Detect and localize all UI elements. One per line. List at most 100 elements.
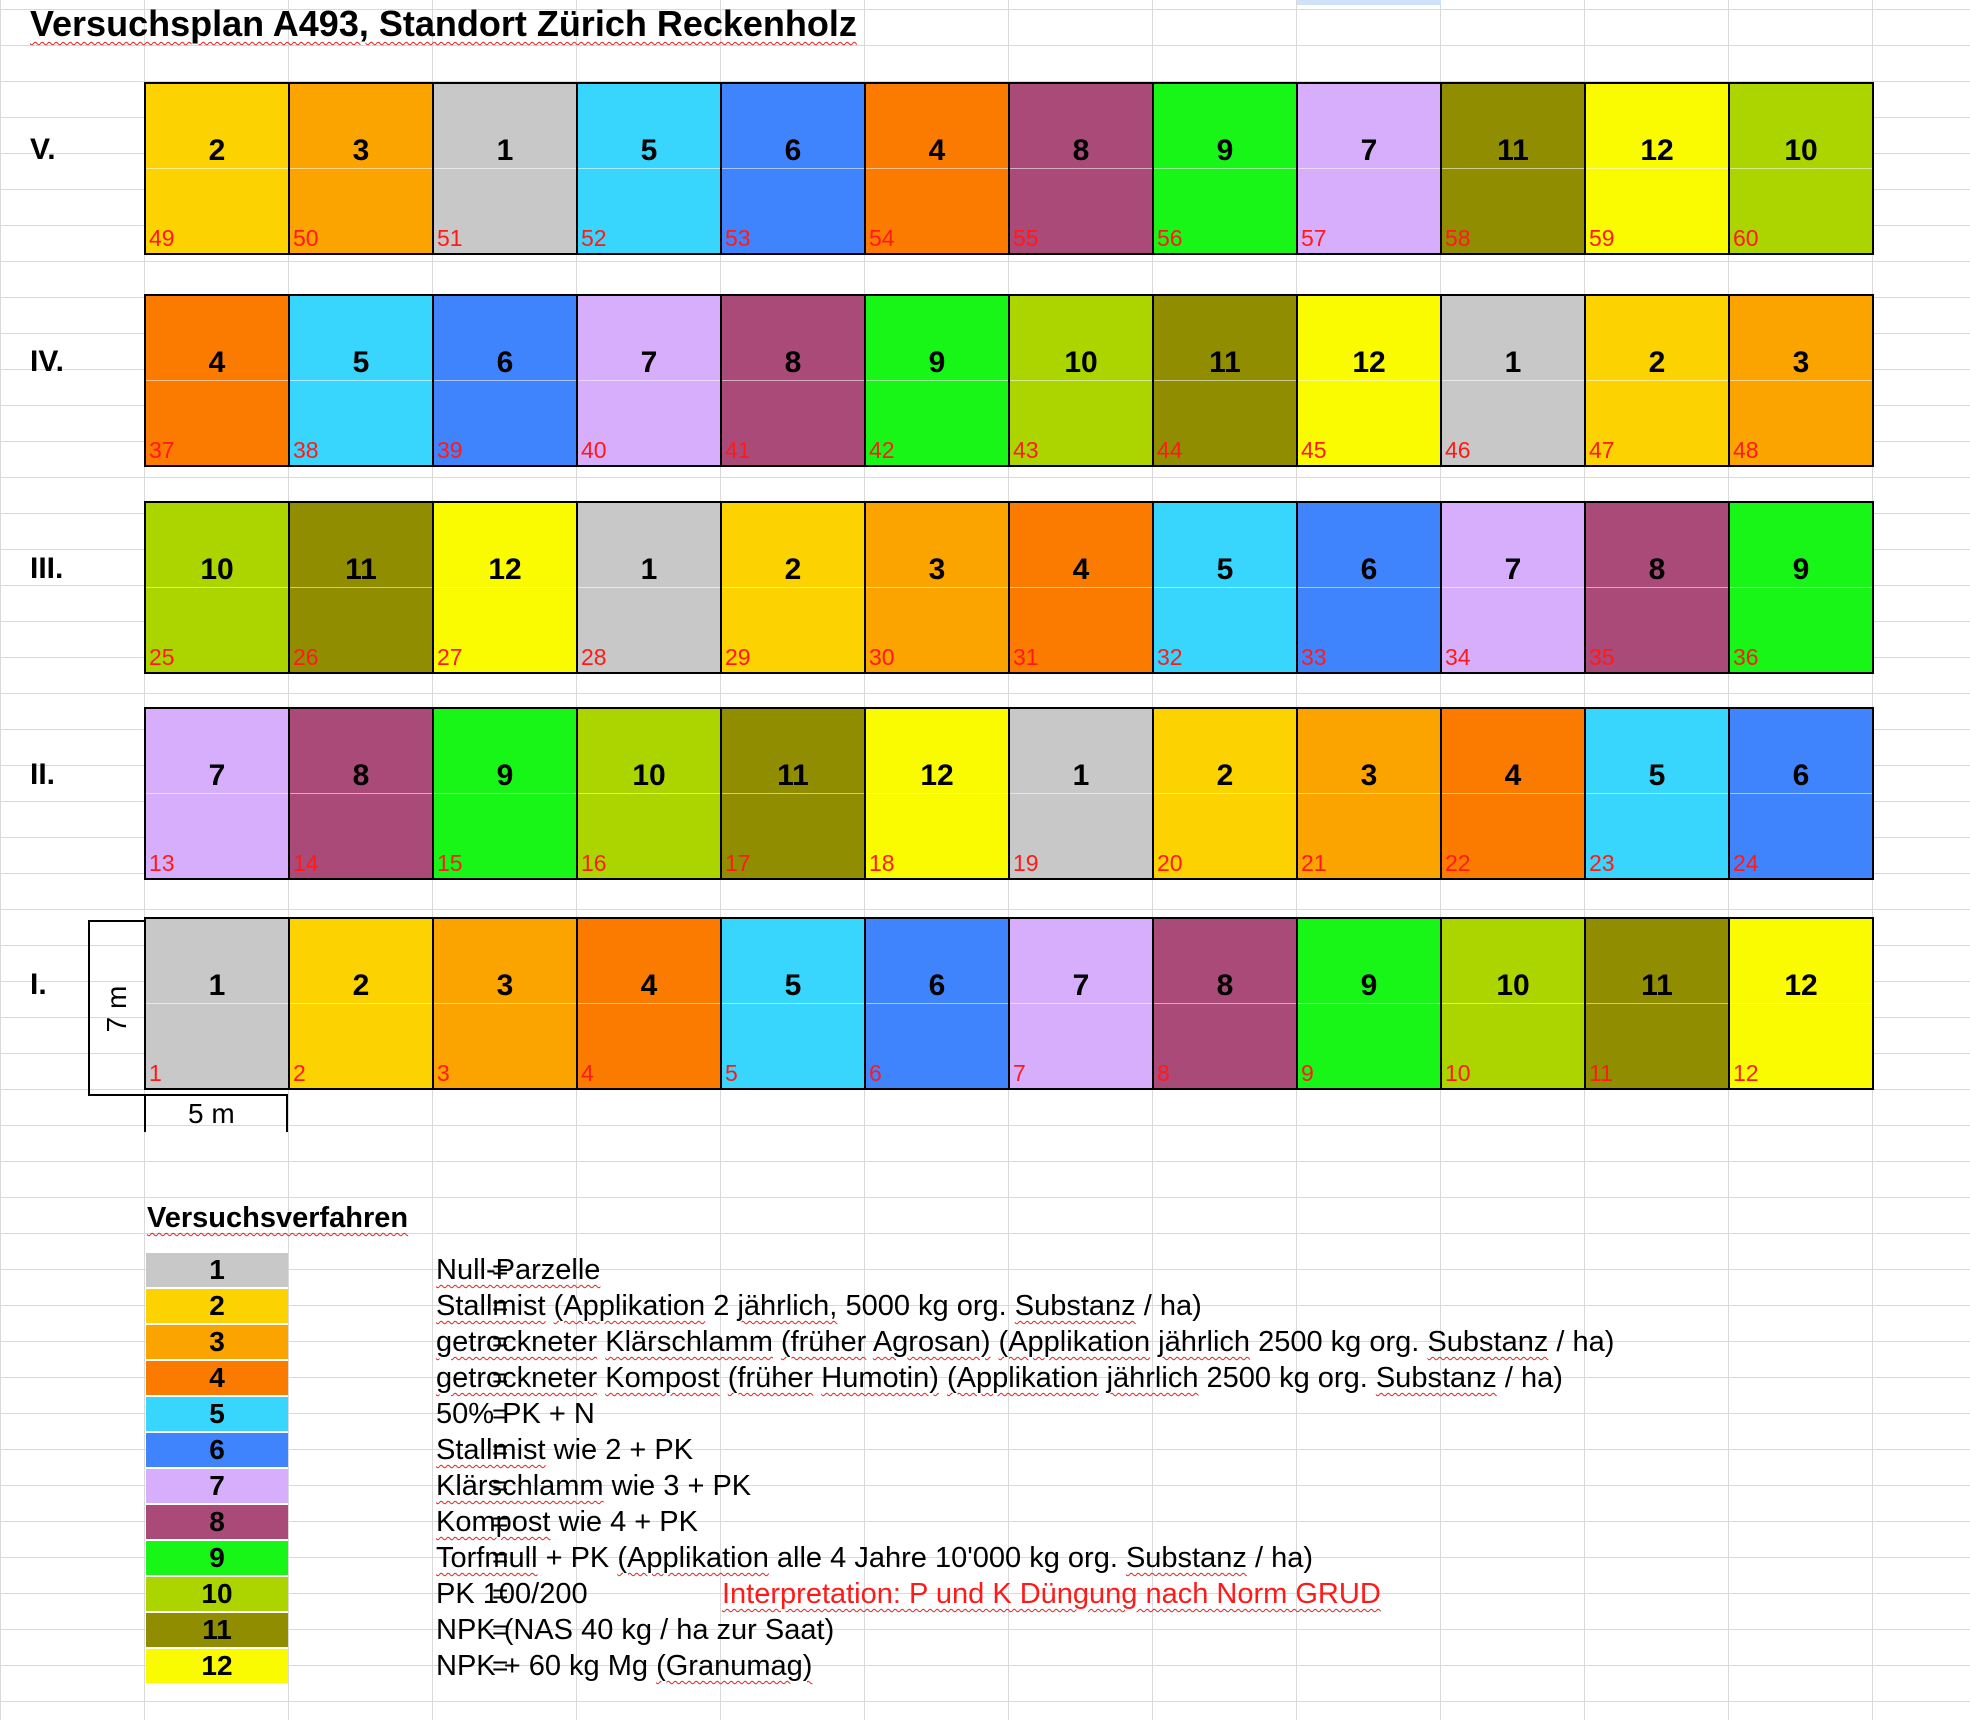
plot-cell[interactable]: 12 18 (866, 709, 1010, 878)
plot-cell[interactable]: 1 19 (1010, 709, 1154, 878)
legend-swatch[interactable]: 5 (146, 1397, 288, 1431)
plot-cell[interactable]: 9 56 (1154, 84, 1298, 253)
plot-number: 34 (1445, 644, 1471, 670)
plot-cell[interactable]: 7 13 (146, 709, 290, 878)
plot-cell[interactable]: 4 54 (866, 84, 1010, 253)
legend-swatch[interactable]: 7 (146, 1469, 288, 1503)
plot-cell[interactable]: 7 40 (578, 296, 722, 465)
plot-number: 13 (149, 850, 175, 876)
plot-treatment: 3 (928, 553, 946, 586)
plot-cell[interactable]: 9 36 (1730, 503, 1872, 672)
plot-cell[interactable]: 6 24 (1730, 709, 1872, 878)
plot-cell[interactable]: 11 58 (1442, 84, 1586, 253)
plot-cell[interactable]: 9 15 (434, 709, 578, 878)
plot-cell[interactable]: 2 47 (1586, 296, 1730, 465)
plot-cell[interactable]: 5 38 (290, 296, 434, 465)
legend-description[interactable]: PK 100/200 (436, 1578, 588, 1610)
legend-swatch[interactable]: 6 (146, 1433, 288, 1467)
plot-number: 54 (869, 225, 895, 251)
plot-treatment: 4 (1072, 553, 1090, 586)
legend-description[interactable]: NPK (NAS 40 kg / ha zur Saat) (436, 1614, 835, 1646)
plot-cell[interactable]: 4 37 (146, 296, 290, 465)
legend-swatch[interactable]: 11 (146, 1613, 288, 1647)
legend-description[interactable]: Klärschlamm wie 3 + PK (436, 1470, 752, 1502)
dimension-tick-left (144, 1096, 146, 1132)
plot-cell[interactable]: 6 33 (1298, 503, 1442, 672)
plot-cell[interactable]: 7 57 (1298, 84, 1442, 253)
legend-swatch[interactable]: 8 (146, 1505, 288, 1539)
plot-cell[interactable]: 2 29 (722, 503, 866, 672)
plot-cell[interactable]: 6 39 (434, 296, 578, 465)
plot-cell[interactable]: 12 59 (1586, 84, 1730, 253)
legend-row: 11 = NPK (NAS 40 kg / ha zur Saat) (144, 1612, 1944, 1648)
legend-description[interactable]: Kompost wie 4 + PK (436, 1506, 698, 1538)
legend-swatch[interactable]: 3 (146, 1325, 288, 1359)
plot-cell[interactable]: 10 16 (578, 709, 722, 878)
plot-cell[interactable]: 6 53 (722, 84, 866, 253)
plot-cell[interactable]: 5 32 (1154, 503, 1298, 672)
plot-treatment: 5 (352, 346, 370, 379)
plot-cell[interactable]: 2 49 (146, 84, 290, 253)
plot-cell[interactable]: 4 22 (1442, 709, 1586, 878)
plot-treatment: 10 (1784, 134, 1818, 167)
plot-cell[interactable]: 3 50 (290, 84, 434, 253)
plot-cell[interactable]: 10 25 (146, 503, 290, 672)
plot-cell[interactable]: 9 42 (866, 296, 1010, 465)
plot-cell[interactable]: 7 34 (1442, 503, 1586, 672)
legend-description[interactable]: 50% PK + N (436, 1398, 595, 1430)
plot-cell[interactable]: 11 44 (1154, 296, 1298, 465)
legend-swatch[interactable]: 9 (146, 1541, 288, 1575)
plot-treatment: 1 (640, 553, 658, 586)
plot-cell[interactable]: 2 20 (1154, 709, 1298, 878)
plot-cell[interactable]: 1 51 (434, 84, 578, 253)
plot-cell[interactable]: 8 35 (1586, 503, 1730, 672)
plot-cell[interactable]: 11 11 (1586, 919, 1730, 1088)
plot-cell[interactable]: 4 31 (1010, 503, 1154, 672)
legend-swatch[interactable]: 12 (146, 1649, 288, 1683)
plot-cell[interactable]: 3 48 (1730, 296, 1872, 465)
plot-cell[interactable]: 10 60 (1730, 84, 1872, 253)
plot-cell[interactable]: 10 43 (1010, 296, 1154, 465)
plot-cell[interactable]: 1 28 (578, 503, 722, 672)
legend-swatch[interactable]: 10 (146, 1577, 288, 1611)
block-row: 2 49 3 50 1 51 5 52 6 53 4 54 8 55 9 56 7 57 11 58 12 59 10 60 (144, 82, 1874, 255)
legend-row: 2 = Stallmist (Applikation 2 jährlich, 500… (144, 1288, 1944, 1324)
plot-cell[interactable]: 11 17 (722, 709, 866, 878)
plot-cell[interactable]: 12 45 (1298, 296, 1442, 465)
plot-cell[interactable]: 5 23 (1586, 709, 1730, 878)
plot-cell[interactable]: 8 55 (1010, 84, 1154, 253)
legend-description[interactable]: NPK + 60 kg Mg (Granumag) (436, 1650, 813, 1682)
legend-swatch[interactable]: 1 (146, 1253, 288, 1287)
legend-description[interactable]: getrockneter Kompost (früher Humotin) (A… (436, 1362, 1563, 1394)
plot-cell[interactable]: 12 12 (1730, 919, 1872, 1088)
plot-cell[interactable]: 8 14 (290, 709, 434, 878)
legend-description[interactable]: getrockneter Klärschlamm (früher Agrosan… (436, 1326, 1615, 1358)
plot-cell[interactable]: 5 52 (578, 84, 722, 253)
legend-swatch[interactable]: 2 (146, 1289, 288, 1323)
plot-cell[interactable]: 10 10 (1442, 919, 1586, 1088)
legend-description[interactable]: Torfmull + PK (Applikation alle 4 Jahre … (436, 1542, 1313, 1574)
plot-cell[interactable]: 8 41 (722, 296, 866, 465)
plot-cell[interactable]: 3 30 (866, 503, 1010, 672)
plot-cell[interactable]: 1 46 (1442, 296, 1586, 465)
plot-treatment: 11 (345, 553, 377, 586)
legend-description[interactable]: Null-Parzelle (436, 1254, 601, 1286)
legend-description[interactable]: Stallmist wie 2 + PK (436, 1434, 694, 1466)
plot-cell[interactable]: 12 27 (434, 503, 578, 672)
plot-cell[interactable]: 11 26 (290, 503, 434, 672)
legend-equals: = (492, 1470, 509, 1501)
selected-cell-indicator[interactable] (1297, 0, 1441, 5)
legend-swatch[interactable]: 4 (146, 1361, 288, 1395)
dimension-width: 5 m (88, 1094, 288, 1132)
legend-description[interactable]: Stallmist (Applikation 2 jährlich, 5000 … (436, 1290, 1202, 1322)
plot-cell[interactable]: 3 21 (1298, 709, 1442, 878)
